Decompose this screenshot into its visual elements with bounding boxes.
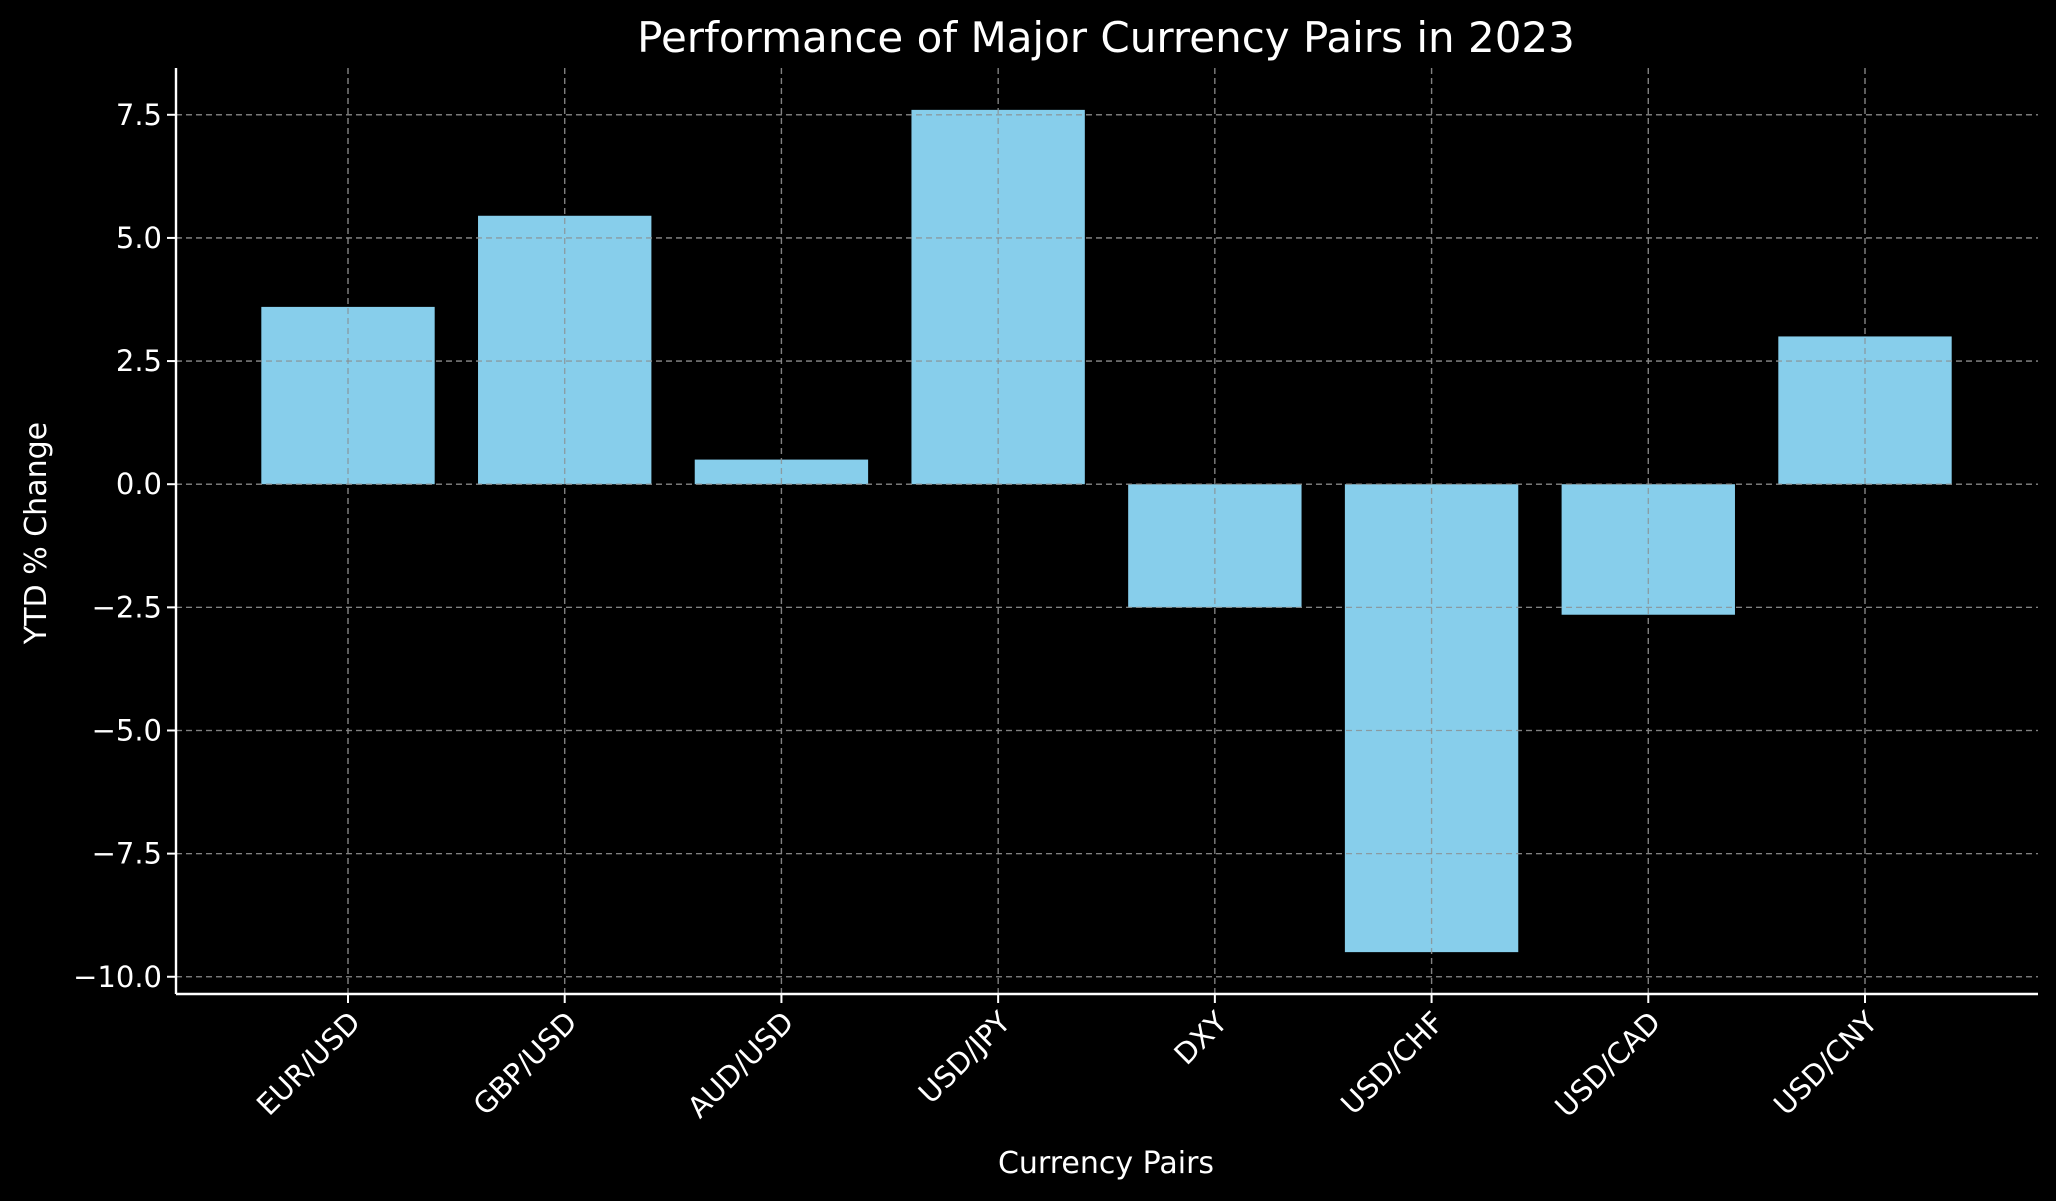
bar-eur-usd	[261, 306, 435, 485]
y-tick-label: 2.5	[116, 344, 162, 378]
x-axis-title: Currency Pairs	[998, 1146, 1214, 1181]
y-axis-title: YTD % Change	[19, 422, 54, 645]
x-tick-label: USD/JPY	[912, 1005, 1017, 1110]
y-tick-label: −10.0	[73, 960, 162, 994]
y-tick-label: 0.0	[116, 467, 162, 501]
grid	[176, 68, 2038, 994]
x-tick-label: USD/CHF	[1334, 1005, 1450, 1121]
x-tick-label: EUR/USD	[250, 1005, 367, 1122]
chart-title: Performance of Major Currency Pairs in 2…	[637, 13, 1575, 62]
y-tick-label: −5.0	[92, 713, 162, 747]
y-tick-label: 7.5	[116, 98, 162, 132]
x-tick-label: DXY	[1167, 1005, 1234, 1072]
y-tick-label: 5.0	[116, 221, 162, 255]
y-tick-label: −2.5	[92, 590, 162, 624]
x-tick-label: USD/CNY	[1767, 1005, 1884, 1122]
axes	[167, 68, 2038, 1003]
x-tick-label: AUD/USD	[681, 1005, 801, 1125]
y-tick-label: −7.5	[92, 837, 162, 871]
x-tick-label: USD/CAD	[1548, 1005, 1667, 1124]
x-tick-label: GBP/USD	[467, 1005, 584, 1122]
bar-dxy	[1128, 484, 1302, 608]
bars	[176, 68, 2038, 994]
